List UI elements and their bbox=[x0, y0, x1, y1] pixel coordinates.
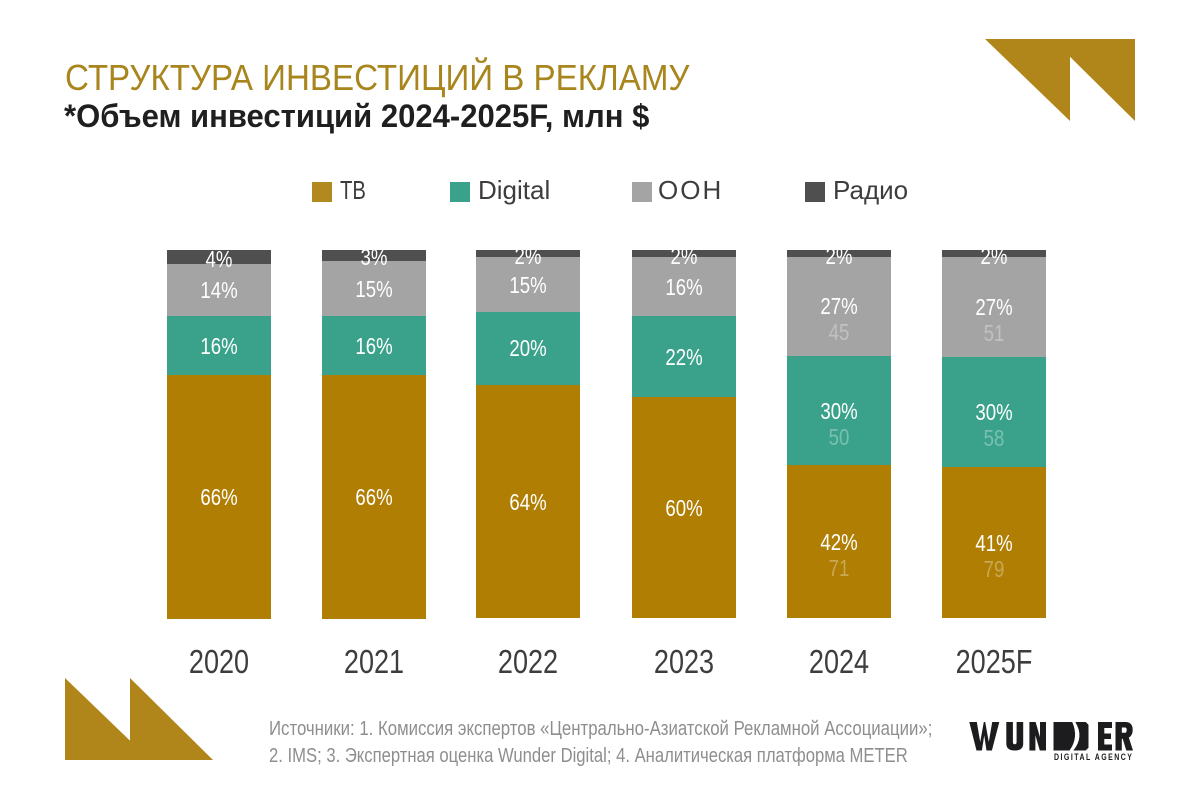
svg-text:DIGITAL AGENCY: DIGITAL AGENCY bbox=[1054, 752, 1133, 763]
